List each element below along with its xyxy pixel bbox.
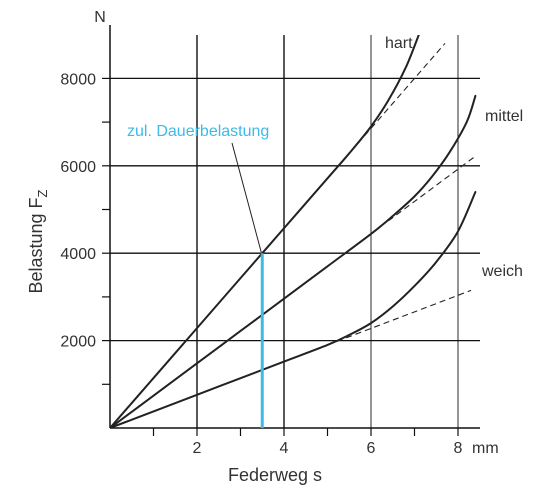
y-axis-title-subscript: Z — [35, 189, 50, 197]
y-axis-title: Belastung FZ — [26, 189, 50, 293]
y-tick-label: 8000 — [60, 71, 96, 88]
series-curve-hart — [110, 35, 420, 428]
series-linear-extension-weich — [327, 289, 472, 346]
x-tick-label: 6 — [367, 440, 376, 457]
x-tick-label: 4 — [280, 440, 289, 457]
x-unit-label: mm — [472, 440, 499, 457]
y-tick-label: 2000 — [60, 334, 96, 351]
series-linear-extension-mittel — [388, 155, 476, 222]
series-label-weich: weich — [481, 263, 523, 280]
series-curve-weich — [110, 191, 477, 428]
x-tick-label: 8 — [454, 440, 463, 457]
y-unit-label: N — [94, 9, 106, 26]
x-tick-label: 2 — [193, 440, 202, 457]
annotation-leader-line — [231, 142, 262, 253]
series-curve-mittel — [110, 94, 477, 428]
annotation-label: zul. Dauerbelastung — [127, 123, 269, 140]
series-linear-extension-hart — [357, 43, 446, 144]
series-label-mittel: mittel — [485, 108, 523, 125]
series-label-hart: hart — [385, 35, 413, 52]
y-tick-label: 6000 — [60, 159, 96, 176]
x-axis-title: Federweg s — [228, 465, 322, 485]
y-tick-label: 4000 — [60, 246, 96, 263]
